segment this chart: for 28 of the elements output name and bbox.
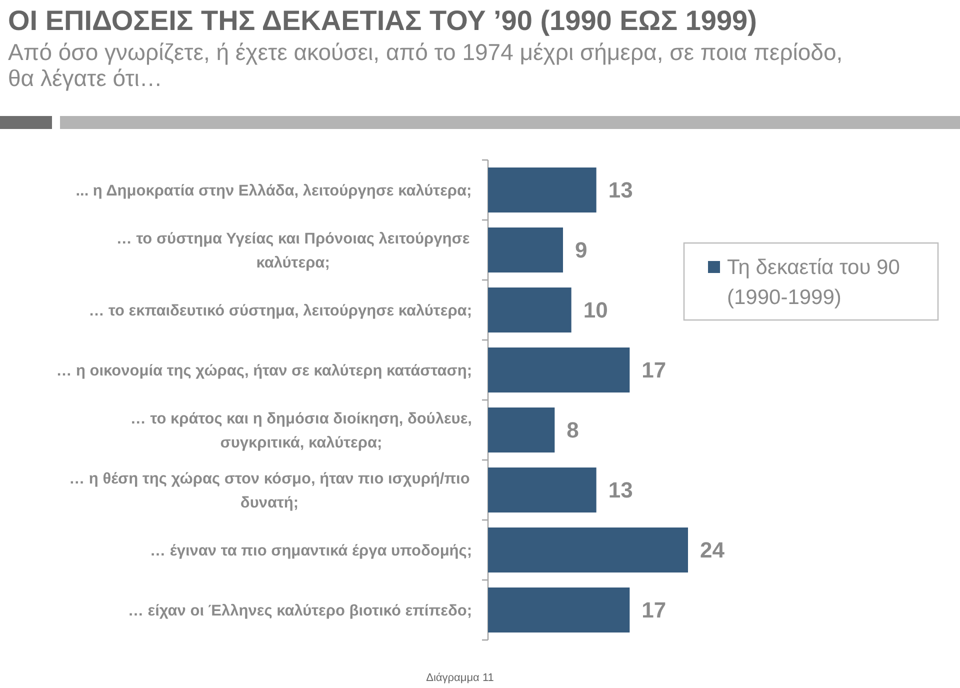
data-label: 9: [575, 238, 588, 263]
bar: [488, 168, 596, 212]
bar: [488, 408, 555, 452]
chart-subtitle: Από όσο γνωρίζετε, ή έχετε ακούσει, από το 1974 μέχρι σήμερα, σε ποια περίοδο, θα λέγατε ότι…: [8, 39, 843, 91]
bar: [488, 528, 688, 572]
chart-title: ΟΙ ΕΠΙΔΟΣΕΙΣ ΤΗΣ ΔΕΚΑΕΤΙΑΣ ΤΟΥ ’90 (1990 ΕΩΣ 1999): [8, 5, 757, 36]
y-tick-label: … το κράτος και η δημόσια διοίκηση, δούλευε, συγκριτικά, καλύτερα;: [130, 410, 472, 452]
y-tick-label: … το σύστημα Υγείας και Πρόνοιας λειτούργησε καλύτερα;: [116, 230, 470, 272]
data-label: 17: [642, 358, 666, 383]
bar: [488, 588, 630, 632]
data-label: 13: [608, 178, 633, 203]
y-tick-label: … είχαν οι Έλληνες καλύτερο βιοτικό επίπεδο;: [128, 602, 472, 620]
text: Διάγραμμα 11: [426, 672, 494, 684]
y-tick-label: … έγιναν τα πιο σημαντικά έργα υποδομής;: [150, 542, 472, 560]
bar: [488, 348, 630, 392]
data-label: 17: [642, 598, 666, 623]
data-label: 10: [583, 298, 608, 323]
data-label: 13: [608, 478, 633, 503]
bar: [488, 228, 563, 272]
y-tick-label: … η θέση της χώρας στον κόσμο, ήταν πιο ισχυρή/πιο δυνατή;: [69, 470, 470, 512]
bar: [488, 288, 572, 332]
legend-label: Τη δεκαετία του 90 (1990-1999): [727, 256, 900, 309]
data-label: 8: [566, 418, 579, 443]
data-label: 24: [700, 538, 726, 563]
y-tick-label: … το εκπαιδευτικό σύστημα, λειτούργησε καλύτερα;: [88, 302, 472, 320]
bar: [488, 468, 596, 512]
y-tick-label: ... η Δημοκρατία στην Ελλάδα, λειτούργησε καλύτερα;: [76, 182, 472, 200]
y-tick-label: … η οικονομία της χώρας, ήταν σε καλύτερη κατάσταση;: [56, 362, 472, 380]
